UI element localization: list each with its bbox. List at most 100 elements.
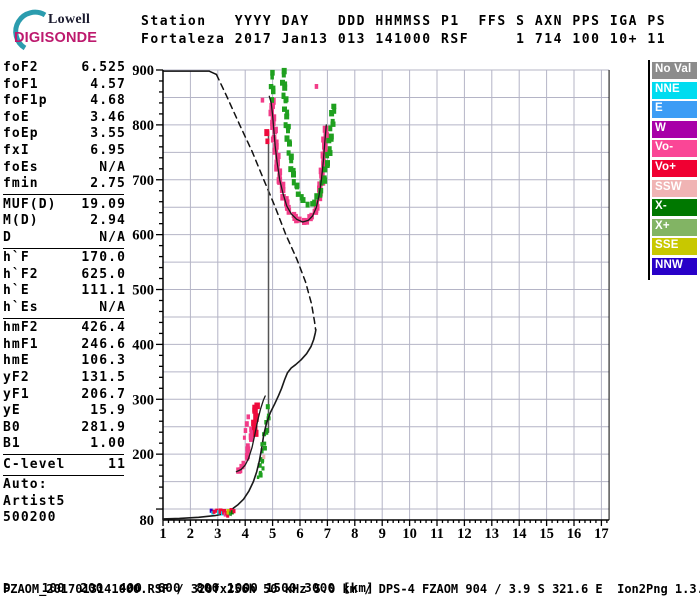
param-value: 426.4	[81, 320, 126, 336]
trace-blob-x-trace-f2	[291, 167, 296, 174]
trace-blob-x-trace-f1	[263, 441, 267, 446]
echo-dot	[242, 435, 246, 440]
param-value: 106.3	[81, 353, 126, 369]
param-value: 1.00	[90, 436, 126, 452]
param-label: foEp	[3, 126, 39, 142]
legend-item-x+: X+	[652, 218, 697, 236]
x-tick-label: 17	[594, 526, 609, 542]
trace-blob-x-trace-f1	[262, 446, 267, 451]
param-row-foep: foEp 3.55	[3, 126, 126, 143]
trace-blob-x-trace-f2	[300, 197, 306, 203]
echo-dot	[262, 454, 266, 459]
trace-blob-x-trace-f2	[286, 150, 291, 156]
param-label: hmF2	[3, 320, 39, 336]
param-separator	[3, 247, 124, 249]
x-tick-label: 7	[324, 526, 331, 542]
legend-item-nnw: NNW	[652, 257, 697, 275]
trace-blob-x-trace-f2	[283, 97, 288, 104]
echo-dot	[314, 84, 319, 89]
trace-blob-x-trace-f2	[291, 171, 296, 178]
trace-blob-o-trace-f2	[318, 167, 325, 175]
param-row-hmf1: hmF1 246.6	[3, 337, 126, 354]
param-row-he: h`E 111.1	[3, 283, 126, 300]
param-row-yf1: yF1 206.7	[3, 387, 126, 404]
y-tick-label: 300	[132, 392, 154, 408]
param-row-hme: hmE 106.3	[3, 353, 126, 370]
trace-blob-o-trace-f2	[280, 194, 286, 201]
param-row-b0: B0 281.9	[3, 420, 126, 437]
y-tick-label: 600	[132, 228, 154, 244]
trace-blob-x-trace-f2	[288, 153, 294, 160]
param-label: foF1p	[3, 93, 48, 109]
param-label: Auto:	[3, 477, 48, 493]
trace-blob-x-trace-f2	[327, 146, 332, 152]
logo-lowell-text: Lowell	[48, 12, 91, 27]
legend-item-vo-: Vo-	[652, 140, 697, 158]
trace-blob-o-trace-f2	[274, 164, 280, 172]
echo-dot	[260, 442, 264, 447]
y-tick-label: 200	[132, 447, 154, 463]
param-value: 4.57	[90, 76, 126, 92]
echo-dot	[209, 508, 213, 513]
param-label: fxI	[3, 142, 30, 158]
y-tick-label: 800	[132, 118, 154, 134]
param-label: Artist5	[3, 493, 66, 509]
trace-blob-o-trace-f2	[268, 109, 274, 117]
header-columns-line: Station YYYY DAY DDD HHMMSS P1 FFS S AXN…	[141, 14, 667, 29]
trace-blob-x-trace-f1	[260, 448, 264, 454]
param-value: 15.9	[90, 403, 126, 419]
y-tick-label: 900	[132, 63, 154, 79]
param-label: foF1	[3, 76, 39, 92]
trace-blob-x-trace-f1	[260, 457, 265, 463]
trace-blob-x-trace-f2	[312, 199, 317, 206]
param-row-fof2: foF2 6.525	[3, 60, 126, 77]
param-label: hmE	[3, 353, 30, 369]
echo-dot	[222, 509, 227, 515]
param-value: 131.5	[81, 370, 126, 386]
param-value: 206.7	[81, 386, 126, 402]
trace-blob-o-trace-f2	[286, 207, 292, 215]
legend-item-ssw: SSW	[652, 179, 697, 197]
doppler-direction-legend: No Val NNE E W Vo- Vo+ SSW X- X+ SSE NNW	[652, 62, 698, 278]
x-tick-label: 11	[430, 526, 444, 542]
trace-blob-x-trace-f2	[295, 184, 299, 190]
param-value: 11	[108, 456, 126, 472]
legend-item-x-: X-	[652, 199, 697, 217]
trace-blob-x-trace-f2	[331, 103, 337, 110]
trace-blob-o-trace-f1	[249, 426, 255, 432]
param-label: M(D)	[3, 213, 39, 229]
trace-blob-o-trace-f2	[270, 136, 277, 143]
trace-blob-x-trace-f2	[282, 84, 288, 91]
param-row-500200: 500200	[3, 510, 126, 527]
param-row-yf2: yF2 131.5	[3, 370, 126, 387]
param-row-hes: h`Es N/A	[3, 300, 126, 317]
echo-dot	[229, 508, 233, 513]
trace-blob-x-trace-f2	[322, 166, 328, 173]
x-tick-label: 4	[242, 526, 249, 542]
trace-blob-x-trace-f2	[284, 135, 290, 142]
trace-electron-density-profile	[162, 328, 317, 520]
trace-blob-o-trace-f1	[249, 431, 254, 437]
trace-blob-x-trace-f2	[314, 193, 320, 200]
trace-blob-o-trace-f2	[270, 122, 275, 130]
param-value: 2.94	[90, 213, 126, 229]
x-tick-label: 1	[159, 526, 166, 542]
trace-artist-fit-f1	[235, 395, 266, 473]
param-row-fxi: fxI 6.95	[3, 143, 126, 160]
y-tick-label: 80	[140, 513, 155, 529]
param-value: N/A	[99, 299, 126, 315]
param-row-hf: h`F 170.0	[3, 250, 126, 267]
echo-dot	[260, 97, 265, 103]
x-tick-label: 2	[187, 526, 194, 542]
d-row: D 100 200 400 600 800 1000 1500 3000 [km…	[3, 580, 374, 595]
trace-blob-x-trace-streak-top	[270, 69, 275, 76]
param-label: fmin	[3, 176, 39, 192]
param-separator	[3, 317, 124, 319]
echo-dot	[244, 421, 249, 427]
trace-blob-x-trace-f2	[328, 125, 333, 132]
trace-blob-o-trace-f2	[275, 155, 280, 163]
param-row-artist5: Artist5	[3, 494, 126, 511]
trace-blob-x-trace-f1	[258, 470, 262, 476]
param-row-d: D N/A	[3, 230, 126, 247]
